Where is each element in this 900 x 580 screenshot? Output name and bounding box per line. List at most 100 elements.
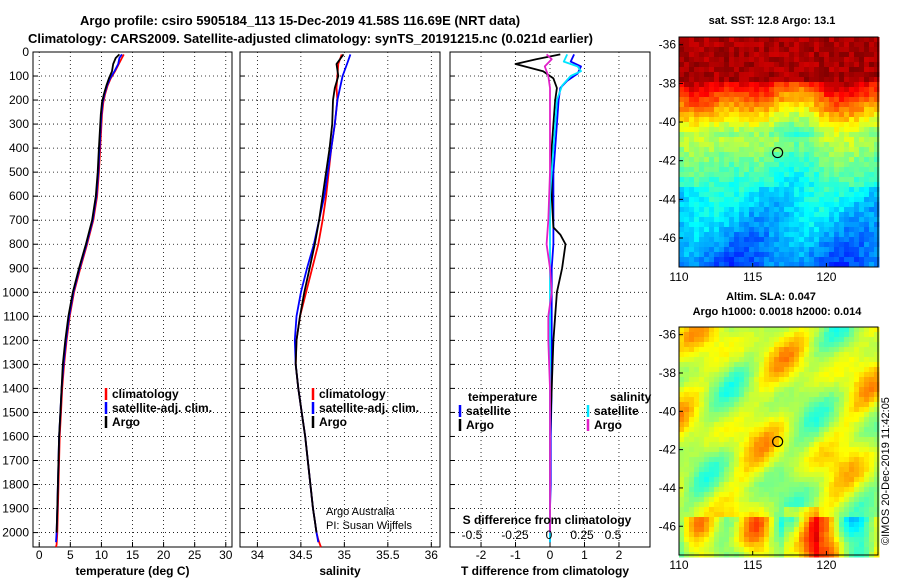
sla-map-cell: [844, 397, 850, 403]
sla-map-cell: [849, 367, 855, 373]
sst-map-cell: [844, 222, 850, 228]
sla-map-cell: [739, 397, 745, 403]
sst-map-cell: [854, 152, 860, 158]
sla-map-cell: [814, 547, 820, 553]
difference-frame: [449, 51, 651, 548]
sst-map-cell: [829, 252, 835, 258]
sla-map-cell: [679, 402, 685, 408]
sst-map-cell: [684, 97, 690, 103]
sst-map-cell: [769, 262, 775, 268]
sst-map-cell: [839, 107, 845, 113]
sst-map-cell: [764, 242, 770, 248]
sst-map-cell: [764, 172, 770, 178]
sst-map-cell: [694, 197, 700, 203]
sla-map-cell: [724, 522, 730, 528]
sst-map-cell: [834, 127, 840, 133]
sst-map-cell: [704, 122, 710, 128]
sst-map-cell: [799, 192, 805, 198]
sst-map-cell: [779, 227, 785, 233]
sst-map-cell: [749, 182, 755, 188]
sst-map-cell: [849, 107, 855, 113]
sst-map-cell: [799, 157, 805, 163]
sla-map-cell: [704, 442, 710, 448]
sst-map-cell: [854, 202, 860, 208]
sst-map-cell: [799, 52, 805, 58]
sst-map-cell: [794, 262, 800, 268]
sst-map-cell: [849, 117, 855, 123]
sst-map-cell: [764, 207, 770, 213]
sla-map-cell: [774, 447, 780, 453]
sst-map-cell: [829, 87, 835, 93]
sst-map-cell: [779, 97, 785, 103]
sst-map-cell: [704, 227, 710, 233]
sst-map-cell: [809, 147, 815, 153]
sla-map-cell: [804, 517, 810, 523]
sst-map-cell: [684, 172, 690, 178]
sst-map-cell: [849, 227, 855, 233]
sst-map-cell: [709, 67, 715, 73]
sst-map-cell: [749, 117, 755, 123]
sla-map-cell: [749, 502, 755, 508]
sst-map-cell: [719, 82, 725, 88]
sla-map-cell: [739, 457, 745, 463]
sst-map-cell: [699, 242, 705, 248]
sla-map-cell: [864, 387, 870, 393]
sla-map-cell: [844, 352, 850, 358]
sla-map-cell: [829, 402, 835, 408]
sla-map-cell: [799, 367, 805, 373]
sst-map-cell: [819, 242, 825, 248]
sst-map-cell: [734, 137, 740, 143]
sst-map-cell: [809, 162, 815, 168]
sla-map-cell: [844, 337, 850, 343]
sla-map-cell: [689, 342, 695, 348]
sst-map-cell: [749, 262, 755, 268]
sla-map-cell: [779, 367, 785, 373]
sst-map-cell: [829, 62, 835, 68]
sst-map-cell: [864, 262, 870, 268]
sla-map-cell: [854, 502, 860, 508]
sla-map-cell: [844, 422, 850, 428]
sst-map-cell: [754, 132, 760, 138]
sst-map-cell: [804, 37, 810, 43]
depth-tick-label: 400: [9, 141, 29, 155]
sst-map-cell: [749, 57, 755, 63]
sst-map-cell: [709, 152, 715, 158]
sst-map-cell: [859, 72, 865, 78]
sst-map-cell: [834, 167, 840, 173]
sla-map-cell: [824, 417, 830, 423]
sst-map-cell: [749, 87, 755, 93]
sst-map-cell: [744, 57, 750, 63]
sla-map-cell: [694, 477, 700, 483]
sst-map-cell: [874, 147, 880, 153]
sla-map-cell: [754, 367, 760, 373]
sla-map-cell: [709, 342, 715, 348]
sst-map-cell: [784, 102, 790, 108]
sst-map-cell: [689, 92, 695, 98]
sla-map-cell: [689, 442, 695, 448]
sst-map-cell: [709, 92, 715, 98]
sla-map-cell: [744, 372, 750, 378]
sla-map-cell: [864, 522, 870, 528]
sst-map-cell: [684, 112, 690, 118]
sst-map-cell: [764, 197, 770, 203]
sla-map-cell: [794, 417, 800, 423]
sst-map-cell: [749, 197, 755, 203]
sla-map-cell: [804, 482, 810, 488]
sla-map-cell: [774, 477, 780, 483]
sst-map-cell: [804, 142, 810, 148]
sst-map-cell: [699, 57, 705, 63]
sst-map-cell: [724, 197, 730, 203]
sla-map-cell: [769, 537, 775, 543]
sst-map-cell: [719, 92, 725, 98]
sst-map-cell: [774, 262, 780, 268]
sst-map-cell: [764, 142, 770, 148]
sla-map-cell: [694, 397, 700, 403]
sla-map-cell: [849, 407, 855, 413]
sla-map-cell: [784, 522, 790, 528]
sst-map-cell: [794, 137, 800, 143]
sst-map-cell: [869, 92, 875, 98]
sst-map-cell: [799, 152, 805, 158]
sla-map-cell: [744, 397, 750, 403]
sst-map-cell: [779, 192, 785, 198]
sst-map-cell: [719, 167, 725, 173]
